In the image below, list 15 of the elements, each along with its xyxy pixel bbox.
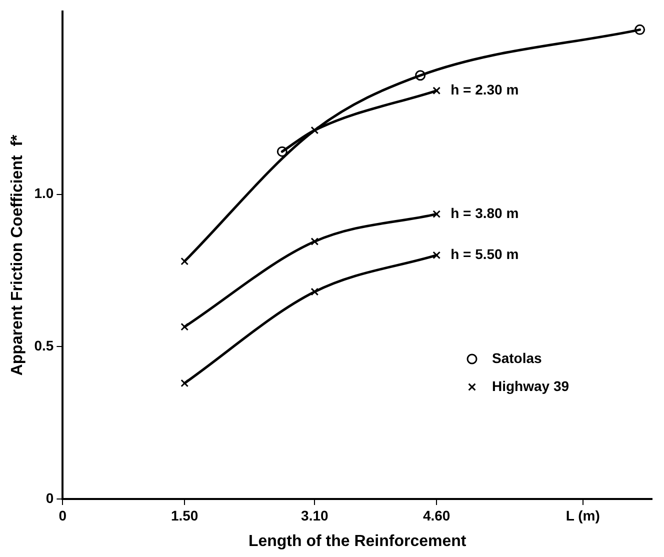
x-tick-label: 1.50 xyxy=(170,507,198,524)
y-tick-label: 0.5 xyxy=(34,337,54,354)
series-label: h = 2.30 m xyxy=(450,81,519,98)
series-label: h = 5.50 m xyxy=(450,246,519,262)
x-tick-label: 3.10 xyxy=(301,507,328,524)
y-tick-label: 0 xyxy=(46,490,54,506)
x-tick-label: 4.60 xyxy=(422,507,450,524)
x-axis-title: Length of the Reinforcement xyxy=(248,532,467,550)
legend-label: Satolas xyxy=(492,350,542,366)
x-tick-label: 0 xyxy=(58,507,67,524)
legend-label: Highway 39 xyxy=(492,378,570,394)
y-axis-title: Apparent Friction Coefficient f* xyxy=(9,134,26,376)
x-tick-label: L (m) xyxy=(566,507,600,524)
series-label: h = 3.80 m xyxy=(450,204,519,221)
y-tick-label: 1.0 xyxy=(34,185,54,202)
